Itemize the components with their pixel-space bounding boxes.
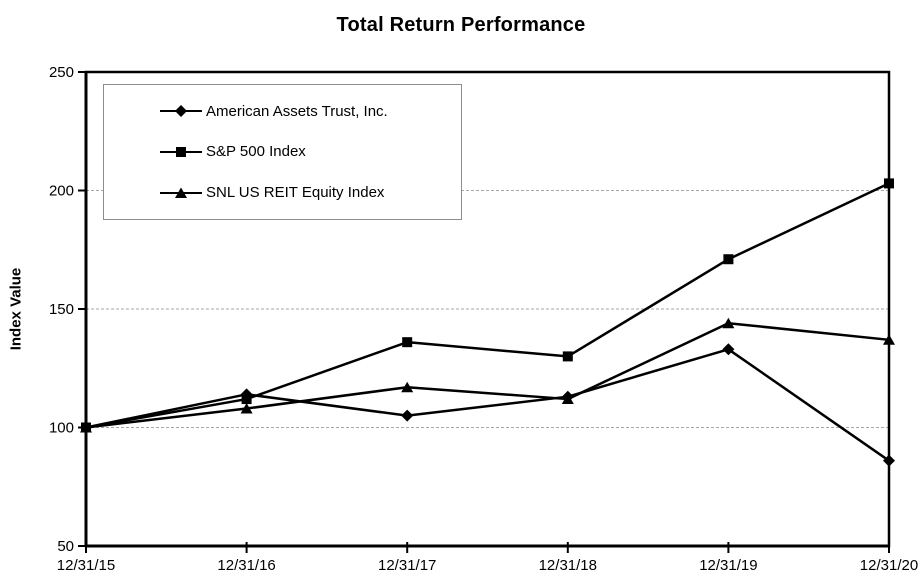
data-point-diamond-12-31-20 [883,454,895,467]
legend-sample-marker [175,105,187,118]
data-point-square-12-31-17 [402,337,413,348]
legend-square-marker-icon [160,146,202,157]
y-axis-tick-label: 200 [49,183,74,200]
legend-item-label: American Assets Trust, Inc. [206,102,388,120]
legend-triangle-marker-icon [160,187,202,198]
x-axis-tick-label: 12/31/15 [57,557,115,574]
data-point-square-12-31-18 [562,351,573,362]
data-point-triangle-12-31-20 [883,334,895,345]
chart-legend: American Assets Trust, Inc. S&P 500 Index… [103,84,462,220]
x-axis-tick-label: 12/31/19 [699,557,757,574]
y-axis-tick-label: 100 [49,420,74,437]
series-line-s-p-500-index [85,182,890,429]
x-axis-tick-label: 12/31/18 [539,557,597,574]
data-point-diamond-12-31-19 [722,343,735,356]
x-axis-tick-label: 12/31/20 [860,557,918,574]
legend-item-snl-us-reit-equity-index: SNL US REIT Equity Index [160,176,461,210]
y-axis-tick-label: 250 [49,64,74,81]
legend-sample-marker [175,187,187,198]
data-point-triangle-12-31-15 [80,422,92,433]
x-axis-tick-label: 12/31/17 [378,557,436,574]
chart-title: Total Return Performance [336,14,586,36]
legend-item-american-assets-trust-inc: American Assets Trust, Inc. [160,94,461,128]
data-point-triangle-12-31-16 [240,403,253,414]
legend-diamond-marker-icon [160,105,202,118]
legend-item-s-p-500-index: S&P 500 Index [160,135,461,169]
data-point-square-12-31-20 [884,178,894,189]
data-point-triangle-12-31-19 [722,317,735,329]
legend-sample-marker [176,146,186,157]
legend-item-label: S&P 500 Index [206,143,306,161]
data-point-square-12-31-16 [241,394,252,405]
legend-item-label: SNL US REIT Equity Index [206,184,385,202]
y-axis-tick-label: 150 [49,301,74,318]
data-point-triangle-12-31-18 [561,393,574,405]
series-line-american-assets-trust-inc [85,348,890,462]
data-point-square-12-31-19 [723,254,734,265]
data-point-triangle-12-31-17 [401,381,414,393]
x-axis-tick-label: 12/31/16 [217,557,275,574]
series-line-snl-us-reit-equity-index [85,321,890,429]
y-axis-tick-label: 50 [57,538,74,555]
data-point-diamond-12-31-17 [401,409,414,422]
